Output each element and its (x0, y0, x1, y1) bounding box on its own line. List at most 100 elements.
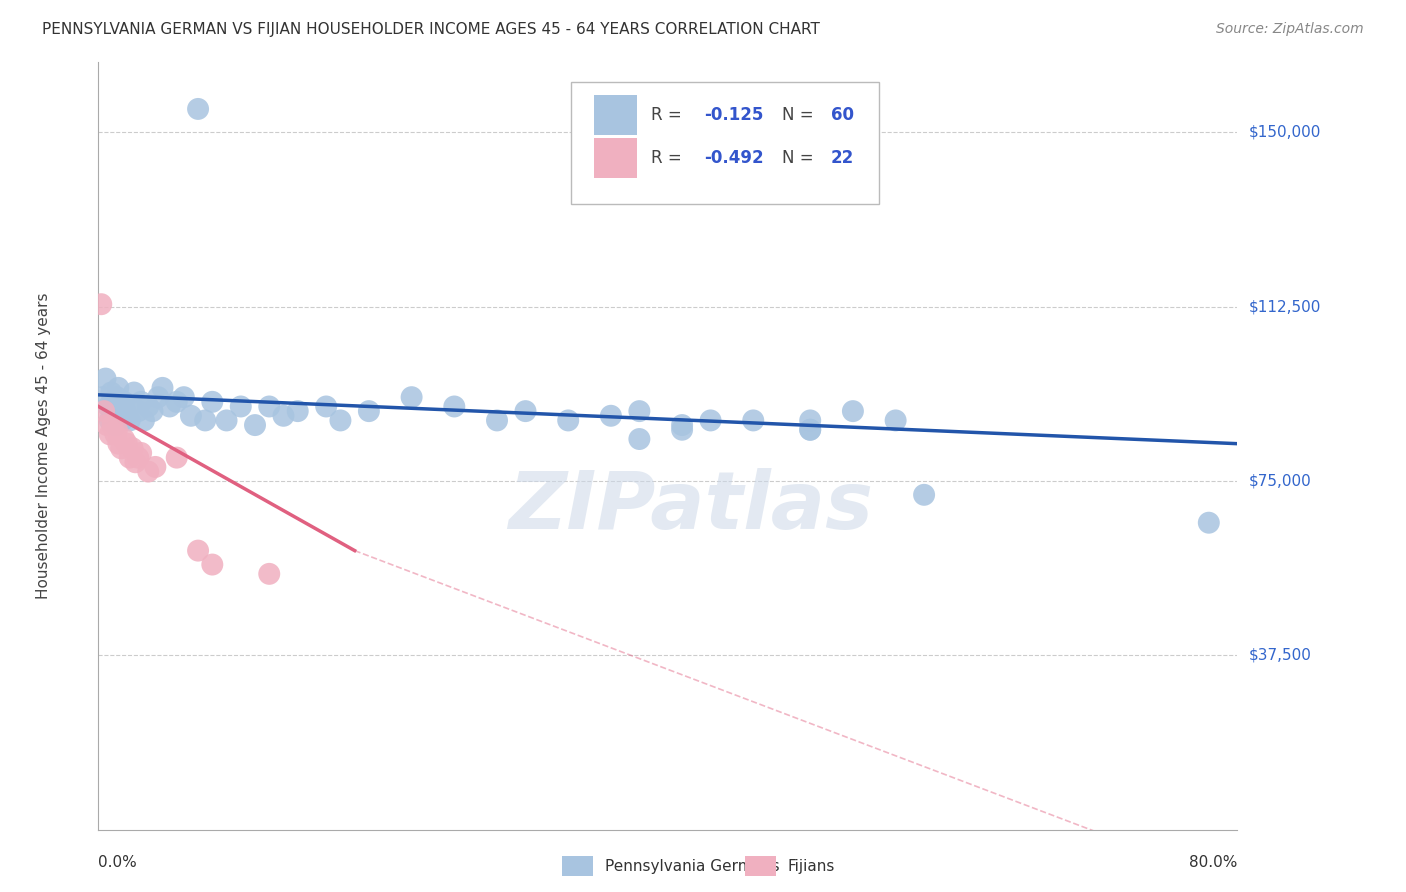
Point (145, 459, 167, 474)
Text: N =: N = (782, 149, 818, 168)
Point (515, 404, 537, 418)
Point (329, 413, 352, 427)
Point (273, 409, 295, 423)
Point (127, 450, 149, 465)
FancyBboxPatch shape (571, 81, 879, 204)
Point (600, 409, 623, 423)
Text: Fijians: Fijians (787, 859, 835, 873)
Point (97, 400, 120, 414)
Point (201, 394, 224, 409)
Point (118, 450, 141, 465)
Point (628, 432, 651, 446)
Point (486, 413, 509, 427)
Point (148, 390, 170, 404)
Point (136, 400, 159, 414)
Text: Pennsylvania Germans: Pennsylvania Germans (605, 859, 779, 873)
Text: R =: R = (651, 149, 686, 168)
Point (101, 418, 124, 433)
Point (104, 427, 127, 442)
Point (127, 404, 149, 418)
Point (187, 102, 209, 116)
Point (103, 400, 125, 414)
Point (443, 400, 465, 414)
Point (105, 390, 128, 404)
Point (105, 423, 128, 437)
Point (129, 446, 152, 460)
Point (129, 394, 152, 409)
Point (173, 390, 195, 404)
Point (884, 413, 907, 427)
Point (287, 404, 309, 418)
Point (122, 385, 145, 400)
Text: PENNSYLVANIA GERMAN VS FIJIAN HOUSEHOLDER INCOME AGES 45 - 64 YEARS CORRELATION : PENNSYLVANIA GERMAN VS FIJIAN HOUSEHOLDE… (42, 22, 820, 37)
Point (112, 394, 135, 409)
Point (628, 404, 651, 418)
Point (259, 400, 281, 414)
Text: R =: R = (651, 105, 686, 124)
Point (912, 488, 935, 502)
Point (90, 297, 112, 311)
Point (799, 423, 821, 437)
Point (141, 404, 163, 418)
Point (671, 423, 693, 437)
Point (842, 404, 865, 418)
Point (799, 423, 821, 437)
Point (110, 442, 132, 456)
Point (152, 381, 174, 395)
Point (115, 409, 138, 423)
FancyBboxPatch shape (593, 138, 637, 178)
Point (110, 400, 132, 414)
Point (357, 404, 380, 418)
Point (315, 400, 337, 414)
Text: $75,000: $75,000 (1249, 474, 1312, 488)
Point (101, 404, 124, 418)
Point (201, 558, 224, 572)
Point (93, 404, 115, 418)
Point (136, 465, 159, 479)
Point (557, 413, 579, 427)
Point (401, 390, 423, 404)
Point (108, 409, 131, 423)
Text: -0.492: -0.492 (704, 149, 763, 168)
Point (96, 418, 118, 433)
Point (115, 436, 138, 450)
Point (118, 413, 141, 427)
Point (94, 371, 117, 385)
Point (259, 566, 281, 581)
Point (124, 455, 146, 469)
Point (699, 413, 721, 427)
Text: $112,500: $112,500 (1249, 299, 1320, 314)
Text: 0.0%: 0.0% (98, 855, 138, 870)
Text: 80.0%: 80.0% (1189, 855, 1237, 870)
Text: -0.125: -0.125 (704, 105, 763, 124)
Point (166, 394, 188, 409)
Point (111, 413, 134, 427)
Point (194, 413, 217, 427)
Point (132, 413, 155, 427)
Text: 22: 22 (831, 149, 853, 168)
Text: Source: ZipAtlas.com: Source: ZipAtlas.com (1216, 22, 1364, 37)
Point (114, 404, 136, 418)
Text: $150,000: $150,000 (1249, 125, 1320, 140)
Point (98, 427, 121, 442)
Point (180, 409, 202, 423)
Point (91, 390, 114, 404)
Point (112, 432, 135, 446)
Point (121, 442, 143, 456)
Point (166, 450, 188, 465)
Point (243, 418, 266, 433)
Text: ZIPatlas: ZIPatlas (508, 468, 873, 547)
Point (159, 400, 181, 414)
Point (107, 436, 129, 450)
Point (104, 418, 127, 433)
Point (107, 381, 129, 395)
Text: Householder Income Ages 45 - 64 years: Householder Income Ages 45 - 64 years (37, 293, 51, 599)
Point (98, 413, 121, 427)
Point (742, 413, 765, 427)
Text: 60: 60 (831, 105, 853, 124)
Point (187, 543, 209, 558)
Point (229, 400, 252, 414)
Point (1198, 516, 1220, 530)
Point (799, 413, 821, 427)
Point (671, 418, 693, 433)
